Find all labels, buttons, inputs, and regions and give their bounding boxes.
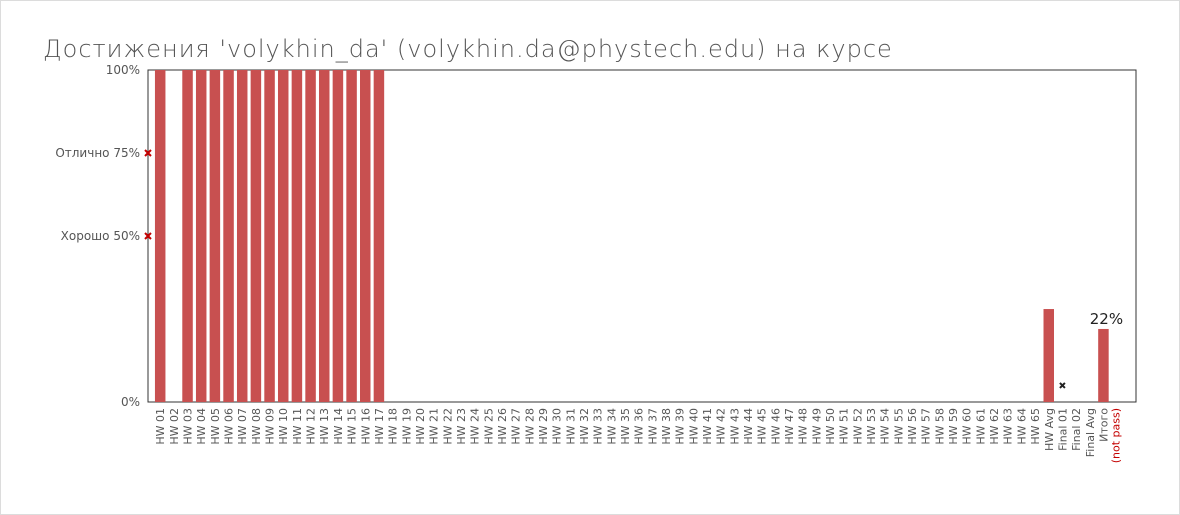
x-tick-label: HW 40 — [687, 408, 700, 445]
x-tick-label: HW 42 — [715, 408, 728, 445]
threshold-label: Хорошо 50% — [61, 229, 140, 243]
x-tick-label: HW 08 — [250, 408, 263, 445]
bar — [209, 70, 221, 402]
x-tick-label: HW Avg — [1043, 408, 1056, 451]
bar — [1098, 328, 1109, 402]
threshold-marker — [144, 149, 152, 157]
y-tick-label: 0% — [121, 395, 140, 409]
x-tick-label: HW 07 — [236, 408, 249, 445]
x-tick-label: HW 04 — [195, 408, 208, 445]
x-tick-label: HW 32 — [578, 408, 591, 445]
bar — [277, 70, 289, 402]
x-tick-label: HW 47 — [783, 408, 796, 445]
bar — [346, 70, 357, 402]
bar — [223, 70, 234, 402]
x-tick-label: HW 63 — [1002, 408, 1015, 445]
x-tick-label: HW 55 — [892, 408, 905, 445]
x-tick-label: HW 60 — [961, 408, 974, 445]
x-tick-label: HW 31 — [564, 408, 577, 445]
x-tick-label: HW 62 — [988, 408, 1001, 445]
x-tick-label: HW 27 — [510, 408, 523, 445]
bar — [236, 70, 248, 402]
status-note: (not pass) — [1109, 408, 1122, 463]
x-tick-label: HW 11 — [291, 408, 304, 445]
x-tick-label: HW 53 — [865, 408, 878, 445]
x-tick-label: HW 37 — [646, 408, 659, 445]
bar — [264, 70, 275, 402]
x-tick-label: HW 59 — [947, 408, 960, 445]
x-tick-label: HW 17 — [373, 408, 386, 445]
x-tick-label: HW 38 — [660, 408, 673, 445]
x-tick-label: HW 16 — [359, 408, 372, 445]
x-tick-label: HW 33 — [592, 408, 605, 445]
x-tick-label: HW 18 — [387, 408, 400, 445]
x-tick-label: HW 51 — [838, 408, 851, 445]
x-tick-label: HW 13 — [318, 408, 331, 445]
data-label: 22% — [1090, 310, 1123, 328]
x-tick-label: HW 57 — [920, 408, 933, 445]
bar — [154, 70, 166, 402]
x-tick-label: HW 14 — [332, 408, 345, 445]
x-tick-label: HW 52 — [851, 408, 864, 445]
bar — [291, 70, 303, 402]
x-tick-label: HW 12 — [305, 408, 318, 445]
x-tick-label: HW 05 — [209, 408, 222, 445]
x-tick-label: Final 01 — [1056, 408, 1069, 451]
x-tick-label: HW 39 — [674, 408, 687, 445]
x-tick-label: Итого — [1097, 408, 1110, 442]
x-tick-label: HW 15 — [346, 408, 359, 445]
bar — [373, 70, 385, 402]
x-tick-label: HW 20 — [414, 408, 427, 445]
bar — [332, 70, 344, 402]
x-tick-label: HW 49 — [810, 408, 823, 445]
x-tick-label: HW 36 — [633, 408, 646, 445]
x-tick-label: HW 24 — [469, 408, 482, 445]
x-tick-label: HW 35 — [619, 408, 632, 445]
x-tick-label: HW 61 — [974, 408, 987, 445]
x-tick-label: HW 10 — [277, 408, 290, 445]
x-tick-label: HW 22 — [441, 408, 454, 445]
x-tick-label: HW 25 — [482, 408, 495, 445]
x-tick-label: HW 48 — [797, 408, 810, 445]
x-tick-label: HW 06 — [223, 408, 236, 445]
x-tick-label: HW 09 — [264, 408, 277, 445]
x-tick-label: HW 54 — [879, 408, 892, 445]
bar — [182, 70, 193, 402]
x-tick-label: HW 45 — [756, 408, 769, 445]
bar — [1043, 309, 1054, 402]
x-tick-label: HW 30 — [551, 408, 564, 445]
x-tick-label: HW 03 — [182, 408, 195, 445]
x-tick-label: HW 56 — [906, 408, 919, 445]
bar — [360, 70, 371, 402]
x-tick-label: HW 01 — [154, 408, 167, 445]
x-tick-label: HW 29 — [537, 408, 550, 445]
x-tick-label: HW 28 — [523, 408, 536, 445]
x-tick-label: Final 02 — [1070, 408, 1083, 451]
x-tick-label: HW 43 — [728, 408, 741, 445]
x-tick-label: HW 26 — [496, 408, 509, 445]
x-tick-label: HW 34 — [605, 408, 618, 445]
point-marker — [1059, 382, 1066, 389]
x-tick-label: HW 41 — [701, 408, 714, 445]
bar — [318, 70, 330, 402]
x-tick-label: Final Avg — [1084, 408, 1097, 457]
bar — [305, 70, 316, 402]
x-tick-label: HW 65 — [1029, 408, 1042, 445]
bar — [250, 70, 262, 402]
page-title: Достижения 'volykhin_da' (volykhin.da@ph… — [43, 35, 893, 63]
threshold-marker — [144, 232, 152, 240]
y-tick-label: 100% — [106, 63, 140, 77]
x-tick-label: HW 21 — [428, 408, 441, 445]
x-tick-label: HW 44 — [742, 408, 755, 445]
x-tick-label: HW 58 — [933, 408, 946, 445]
x-tick-label: HW 46 — [769, 408, 782, 445]
x-tick-label: HW 19 — [400, 408, 413, 445]
threshold-label: Отлично 75% — [55, 146, 140, 160]
x-tick-label: HW 50 — [824, 408, 837, 445]
x-tick-label: HW 02 — [168, 408, 181, 445]
x-tick-label: HW 23 — [455, 408, 468, 445]
x-tick-label: HW 64 — [1015, 408, 1028, 445]
bar — [195, 70, 207, 402]
